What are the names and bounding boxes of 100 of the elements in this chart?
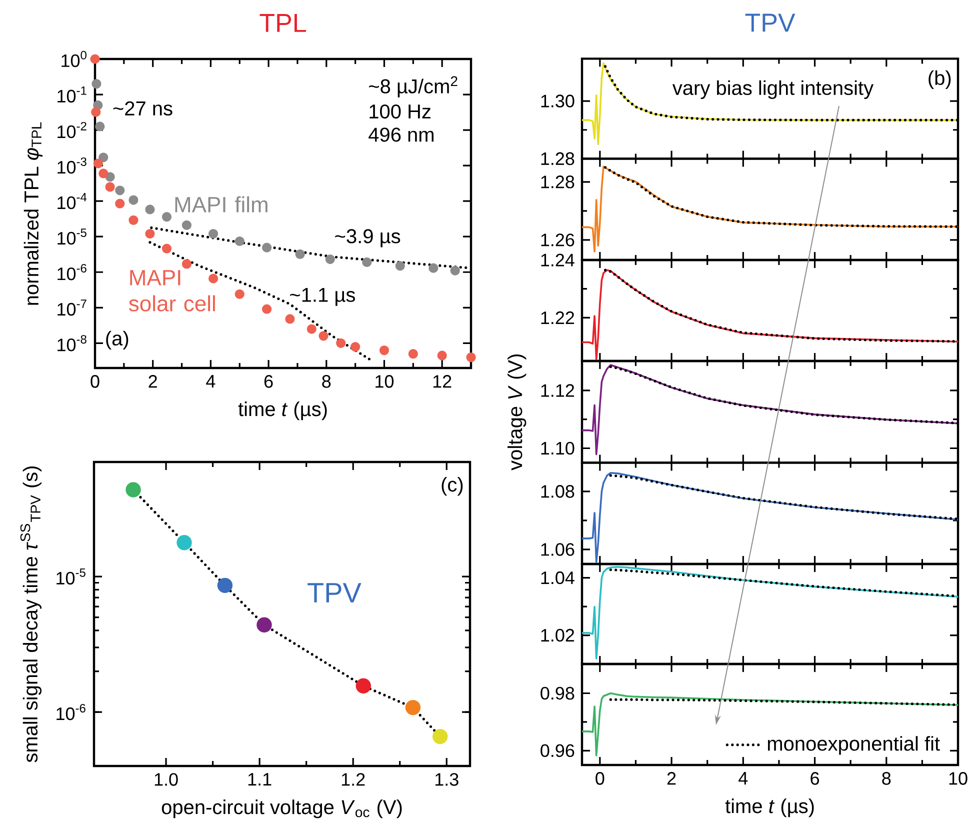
x-tick-label: 10: [949, 772, 968, 785]
x-tick-label: 6: [810, 772, 819, 785]
y-tick-label: 0.96: [540, 744, 574, 758]
point: [295, 249, 305, 259]
y-axis-title: voltage V (V): [508, 354, 526, 470]
line-series: [582, 166, 958, 252]
x-tick-label: 1.2: [342, 773, 365, 786]
point: [318, 331, 328, 341]
y-tick-label: 10$^{-7}$: [58, 300, 86, 316]
point: [208, 228, 218, 239]
y-tick-label: 10$^{-2}$: [58, 122, 86, 138]
x-tick-label: 4: [738, 772, 748, 784]
point: [405, 700, 421, 716]
point: [325, 254, 335, 264]
x-tick-label: 0: [90, 375, 100, 388]
point: [428, 263, 438, 273]
y-tick-label: 10$^{0}$: [62, 50, 86, 68]
point: [437, 350, 447, 360]
legend-label: monoexponential fit: [768, 736, 940, 755]
y-tick-label: 1.12: [541, 384, 574, 397]
y-tick-label: 1.30: [541, 94, 574, 108]
point: [234, 236, 244, 246]
y-tick-label: 10$^{-6}$: [58, 264, 86, 280]
point: [306, 324, 316, 334]
chart-title: TPL: [260, 14, 306, 32]
point: [115, 186, 125, 196]
x-tick-label: 1.1: [248, 773, 272, 786]
y-tick-label: 10$^{-5}$: [58, 228, 86, 245]
point: [350, 342, 360, 352]
point: [182, 259, 192, 269]
y-axis-title: normalized TPL φ$_{TPL}$: [24, 122, 43, 305]
annotation: ~3.9 µs: [335, 229, 400, 248]
y-tick-label: 10$^{-3}$: [58, 157, 86, 174]
x-axis-title: time t (µs): [725, 798, 814, 818]
point: [92, 79, 102, 89]
y-tick-label: 1.26: [541, 234, 574, 246]
y-tick-label: 1.28: [541, 176, 574, 188]
x-tick-label: 6: [264, 375, 273, 388]
point: [262, 304, 272, 314]
point: [256, 617, 272, 632]
line-series: [582, 566, 958, 660]
annotation: 100 Hz: [370, 104, 430, 119]
point: [128, 215, 138, 225]
annotation: (a): [106, 330, 128, 350]
x-tick-label: 0: [596, 772, 604, 785]
x-tick-label: 4: [206, 375, 216, 388]
x-tick-label: 10: [376, 375, 394, 388]
point: [115, 198, 125, 208]
point: [98, 152, 108, 162]
point: [379, 345, 390, 356]
point: [93, 158, 103, 168]
point: [466, 352, 476, 362]
annotation: ~8 µJ/cm$^{2}$: [369, 76, 458, 98]
y-tick-label: 0.98: [540, 686, 574, 700]
point: [450, 266, 460, 276]
point: [408, 349, 418, 359]
point: [285, 314, 295, 324]
annotation: vary bias light intensity: [672, 80, 874, 99]
annotation: (c): [442, 477, 463, 496]
point: [395, 261, 405, 271]
point: [162, 244, 172, 254]
y-tick-label: 10$^{-5}$: [56, 568, 86, 585]
point: [98, 168, 108, 178]
point: [217, 578, 233, 594]
y-tick-label: 10$^{-8}$: [58, 335, 86, 352]
series-label: MAPI solar cell: [129, 270, 215, 312]
y-tick-label: 10$^{-6}$: [56, 704, 86, 720]
point: [95, 122, 105, 132]
point: [208, 274, 218, 284]
annotation: TPV: [308, 583, 362, 602]
annotation: ~27 ns: [113, 101, 172, 116]
y-tick-label: 10$^{-1}$: [58, 86, 86, 103]
y-tick-label: 1.24: [541, 254, 574, 266]
x-tick-label: 1.0: [154, 773, 178, 786]
x-tick-label: 8: [882, 772, 891, 785]
y-tick-label: 1.02: [541, 628, 574, 642]
point: [162, 212, 172, 222]
x-tick-label: 8: [322, 375, 331, 388]
point: [362, 257, 372, 268]
y-tick-label: 1.10: [541, 442, 574, 455]
x-tick-label: 1.3: [435, 773, 458, 786]
annotation: 496 nm: [368, 128, 434, 142]
point: [176, 535, 192, 550]
point: [145, 228, 155, 239]
point: [91, 107, 101, 117]
y-tick-label: 10$^{-4}$: [58, 193, 87, 210]
x-tick-label: 2: [667, 772, 676, 785]
y-tick-label: 1.08: [541, 485, 574, 498]
x-axis-title: time t (µs): [238, 402, 327, 420]
point: [182, 220, 192, 230]
point: [432, 728, 448, 744]
y-tick-label: 1.06: [541, 543, 574, 556]
point: [128, 195, 138, 205]
point: [336, 338, 346, 348]
annotation: ~1.1 µs: [290, 288, 355, 306]
line-series: [582, 472, 958, 563]
point: [126, 482, 141, 498]
chart-title: TPV: [745, 14, 796, 32]
point: [145, 204, 155, 214]
point: [262, 242, 272, 252]
